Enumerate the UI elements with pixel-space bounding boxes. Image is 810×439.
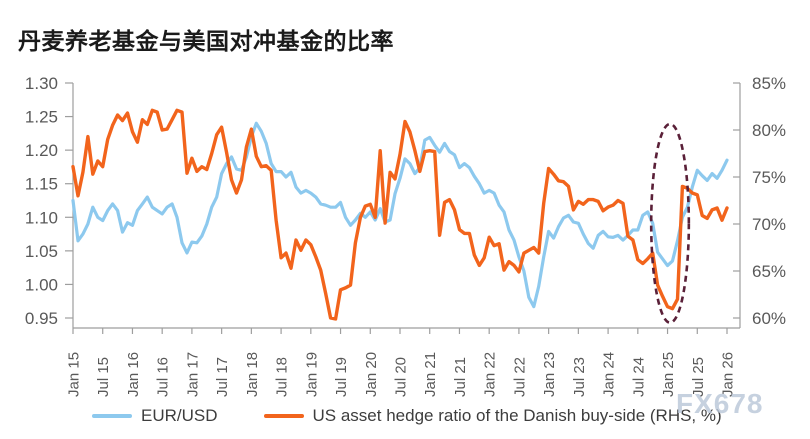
- x-axis-label: Jan 15: [66, 352, 83, 397]
- x-axis-label: Jan 19: [303, 352, 320, 397]
- hedge-ratio-line: [71, 108, 729, 321]
- x-axis-label: Jan 20: [363, 352, 380, 397]
- x-axis-label: Jul 18: [274, 357, 291, 397]
- x-axis-label: Jul 19: [333, 357, 350, 397]
- y-axis-left-label: 1.10: [25, 208, 58, 227]
- x-axis-label: Jul 21: [452, 357, 469, 397]
- y-axis-left-label: 1.15: [25, 175, 58, 194]
- chart-legend: EUR/USD US asset hedge ratio of the Dani…: [92, 406, 722, 426]
- y-axis-right-label: 75%: [752, 168, 786, 187]
- x-axis-label: Jul 15: [95, 357, 112, 397]
- y-axis-right-label: 80%: [752, 121, 786, 140]
- x-axis-label: Jan 25: [660, 352, 677, 397]
- x-axis-label: Jul 16: [155, 357, 172, 397]
- y-axis-right-label: 85%: [752, 74, 786, 93]
- x-axis-label: Jan 26: [720, 352, 737, 397]
- x-axis-label: Jan 23: [541, 352, 558, 397]
- x-axis-label: Jan 18: [244, 352, 261, 397]
- legend-label-eurusd: EUR/USD: [141, 406, 218, 425]
- x-axis-label: Jul 23: [571, 357, 588, 397]
- x-axis-label: Jan 21: [422, 352, 439, 397]
- y-axis-left-label: 1.30: [25, 74, 58, 93]
- x-axis-label: Jul 25: [690, 357, 707, 397]
- x-axis-label: Jul 17: [214, 357, 231, 397]
- legend-label-hedge-ratio: US asset hedge ratio of the Danish buy-s…: [312, 406, 722, 425]
- x-axis-label: Jul 24: [630, 357, 647, 397]
- y-axis-left-label: 1.05: [25, 242, 58, 261]
- x-axis-label: Jul 20: [393, 357, 410, 397]
- x-axis-label: Jan 17: [184, 352, 201, 397]
- legend-swatch-hedge-ratio: [263, 414, 304, 418]
- legend-item-hedge-ratio: US asset hedge ratio of the Danish buy-s…: [263, 406, 722, 426]
- y-axis-right-label: 60%: [752, 309, 786, 328]
- legend-swatch-eurusd: [92, 414, 132, 418]
- eurusd-line: [71, 121, 729, 309]
- y-axis-left-label: 1.25: [25, 108, 58, 127]
- x-axis-label: Jul 22: [511, 357, 528, 397]
- x-axis-label: Jan 24: [601, 352, 618, 397]
- highlight-ellipse: [649, 122, 691, 324]
- y-axis-left-label: 1.20: [25, 141, 58, 160]
- x-axis-label: Jan 16: [125, 352, 142, 397]
- x-axis-label: Jan 22: [482, 352, 499, 397]
- page-title: 丹麦养老基金与美国对冲基金的比率: [18, 28, 394, 54]
- y-axis-right-label: 65%: [752, 262, 786, 281]
- y-axis-left-label: 1.00: [25, 275, 58, 294]
- y-axis-left-label: 0.95: [25, 309, 58, 328]
- y-axis-right-label: 70%: [752, 215, 786, 234]
- legend-item-eurusd: EUR/USD: [92, 406, 218, 426]
